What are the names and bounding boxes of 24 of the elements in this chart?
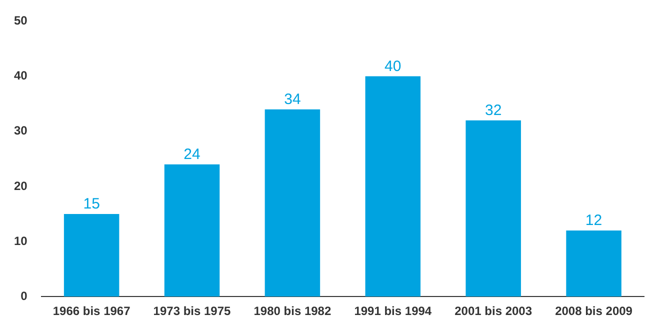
- y-tick-label: 40: [14, 68, 28, 83]
- x-tick-label: 2001 bis 2003: [454, 304, 532, 318]
- x-tick-label: 1973 bis 1975: [153, 304, 232, 318]
- bar: [365, 76, 421, 297]
- y-tick-label: 20: [14, 178, 28, 193]
- y-tick-label: 30: [14, 124, 28, 138]
- bar: [64, 214, 120, 297]
- bar: [566, 230, 622, 297]
- x-tick-label: 1966 bis 1967: [52, 304, 131, 318]
- x-tick-label: 1980 bis 1982: [254, 304, 332, 318]
- x-tick-label: 1991 bis 1994: [354, 304, 432, 318]
- data-label: 40: [384, 58, 402, 75]
- y-tick-label: 0: [20, 288, 28, 303]
- y-tick-label: 10: [14, 234, 28, 248]
- data-label: 32: [484, 102, 502, 119]
- x-tick-label: 2008 bis 2009: [555, 304, 633, 318]
- y-tick-label: 50: [14, 14, 28, 28]
- bar: [164, 164, 220, 297]
- data-label: 15: [83, 196, 100, 213]
- bar: [264, 109, 320, 297]
- data-label: 12: [585, 212, 602, 230]
- data-label: 24: [184, 146, 200, 164]
- bar: [466, 120, 521, 297]
- data-label: 34: [284, 90, 301, 108]
